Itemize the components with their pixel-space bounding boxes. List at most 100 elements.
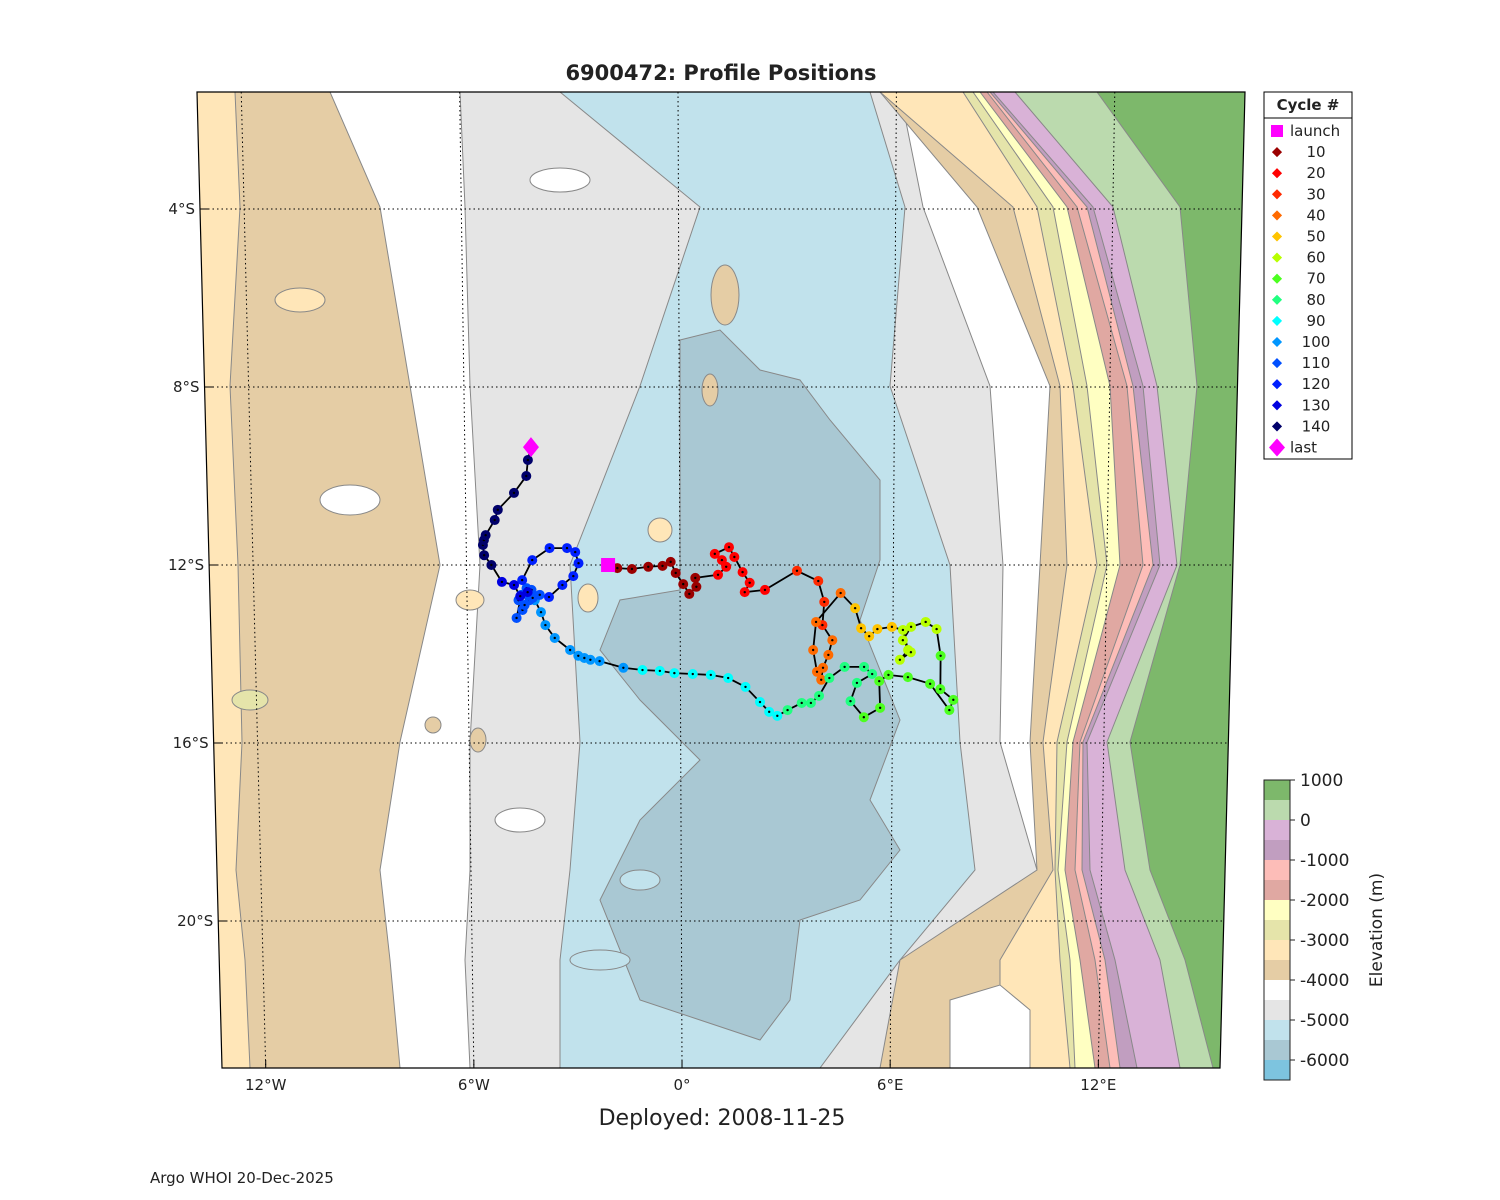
profile-point-center xyxy=(811,648,815,652)
lon-tick-label: 0° xyxy=(673,1076,690,1094)
bathy-patch xyxy=(710,264,740,326)
profile-point-center xyxy=(512,491,516,495)
profile-point-center xyxy=(669,560,672,564)
profile-point-center xyxy=(817,694,821,698)
legend-dot-icon xyxy=(1271,231,1283,242)
bathy-patch xyxy=(424,716,442,734)
legend-dot-icon xyxy=(1271,252,1283,263)
bathy-patch xyxy=(455,589,485,611)
legend-dot-icon xyxy=(1271,147,1283,158)
profile-point-center xyxy=(500,580,504,584)
profile-point-center xyxy=(520,578,524,582)
legend-entry-label: 20 xyxy=(1306,164,1325,182)
legend-entry-label: 120 xyxy=(1302,375,1331,393)
lon-gridline xyxy=(240,92,267,1068)
profile-point-center xyxy=(743,590,746,594)
bathy-patch xyxy=(319,484,381,516)
profile-point-center xyxy=(583,656,586,660)
profile-point-center xyxy=(853,606,857,610)
profile-point-center xyxy=(890,625,894,629)
colorbar-tick-label: 1000 xyxy=(1300,771,1343,791)
colorbar-swatch xyxy=(1264,1060,1290,1080)
colorbar-swatch xyxy=(1264,800,1290,820)
footer-credit: Argo WHOI 20-Dec-2025 xyxy=(150,1169,334,1187)
profile-point-center xyxy=(674,571,677,575)
profile-point-center xyxy=(786,708,789,712)
legend-title: Cycle # xyxy=(1277,96,1340,114)
bathy-patch xyxy=(619,869,661,891)
profile-point-center xyxy=(849,699,852,703)
lon-gridline xyxy=(889,92,897,1068)
profile-point-center xyxy=(622,666,625,669)
colorbar-tick-label: -4000 xyxy=(1300,971,1349,991)
lon-tick-label: 6°E xyxy=(877,1076,904,1094)
legend-entry-label: 110 xyxy=(1302,354,1331,372)
profile-point-center xyxy=(630,567,634,571)
legend-dot-icon xyxy=(1271,400,1283,411)
profile-point-center xyxy=(482,554,486,557)
profile-point-center xyxy=(827,653,830,657)
profile-point-center xyxy=(909,651,913,654)
profile-point-center xyxy=(519,594,522,598)
colorbar-swatch xyxy=(1264,920,1290,940)
colorbar-tick-label: -2000 xyxy=(1300,891,1349,911)
colorbar-swatch xyxy=(1264,820,1290,840)
profile-point-center xyxy=(727,546,731,549)
profile-point-center xyxy=(901,639,905,642)
profile-point-center xyxy=(814,620,818,624)
lon-tick-label: 6°W xyxy=(458,1076,490,1094)
colorbar-tick-label: -3000 xyxy=(1300,931,1349,951)
profile-point-center xyxy=(909,625,913,629)
legend-last-icon xyxy=(1269,438,1285,457)
colorbar-swatch xyxy=(1264,1000,1290,1020)
legend-entry-label: 140 xyxy=(1302,417,1331,435)
profile-point-center xyxy=(547,595,551,599)
profile-point-center xyxy=(898,658,902,661)
profile-point-center xyxy=(763,588,767,592)
profile-point-center xyxy=(906,675,910,679)
profile-point-center xyxy=(928,682,932,686)
profile-point-center xyxy=(935,627,938,631)
profile-point-center xyxy=(843,665,846,669)
profile-point-center xyxy=(525,474,528,478)
bathy-patch xyxy=(231,689,269,711)
profile-point-center xyxy=(688,592,691,596)
legend-entry-label: 70 xyxy=(1306,270,1325,288)
profile-point-center xyxy=(815,670,819,673)
profile-point-center xyxy=(720,558,724,562)
profile-point-center xyxy=(577,562,580,565)
profile-point-center xyxy=(661,564,664,568)
legend-dot-icon xyxy=(1271,273,1283,284)
profile-point-center xyxy=(682,582,685,586)
legend-dot-icon xyxy=(1271,358,1283,369)
profile-point-center xyxy=(568,648,572,652)
legend-entry-label: 90 xyxy=(1306,312,1325,330)
profile-point-center xyxy=(821,623,824,627)
profile-point-center xyxy=(939,687,942,691)
legend-entry-label: 60 xyxy=(1306,249,1325,267)
profile-point-center xyxy=(496,508,499,512)
float-track xyxy=(477,437,959,723)
figure-title: 6900472: Profile Positions xyxy=(565,61,876,85)
bathy-patch xyxy=(577,583,599,613)
colorbar-tick-label: 0 xyxy=(1300,811,1311,831)
profile-point-center xyxy=(867,635,871,638)
bathy-patch xyxy=(529,167,591,193)
profile-point-center xyxy=(658,669,662,673)
profile-point-center xyxy=(924,620,927,624)
profile-point-center xyxy=(776,714,779,718)
profile-point-center xyxy=(716,573,720,576)
launch-marker xyxy=(601,558,616,572)
profile-point-center xyxy=(748,581,751,584)
legend-dot-icon xyxy=(1271,315,1283,326)
profile-point-center xyxy=(553,636,556,640)
profile-point-center xyxy=(512,583,516,587)
elevation-colorbar: 1000 0 -1000 -2000 -3000 -4000 -5000 -6000 Eleva… xyxy=(1263,771,1387,1081)
profile-point-center xyxy=(709,673,713,677)
colorbar-swatch xyxy=(1264,860,1290,880)
legend-entry-label: 130 xyxy=(1302,396,1331,414)
profile-point-center xyxy=(726,676,730,680)
profile-point-center xyxy=(539,610,543,614)
profile-point-center xyxy=(855,681,859,685)
